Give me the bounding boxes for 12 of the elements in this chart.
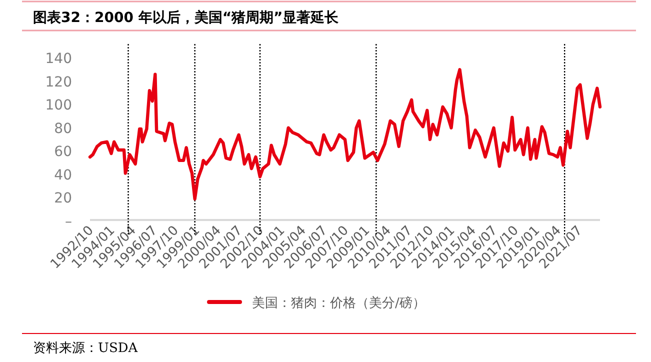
- y-tick-label: 40: [54, 167, 72, 184]
- y-tick-label: 60: [54, 144, 72, 160]
- legend-label: 美国：猪肉：价格（美分/磅）: [252, 295, 426, 311]
- y-tick-label: 120: [45, 74, 72, 90]
- chart-title: 图表32：2000 年以后，美国“猪周期”显著延长: [33, 9, 340, 26]
- y-tick-label: 140: [45, 51, 72, 67]
- y-tick-label: 20: [54, 190, 72, 207]
- text: 资料来源：USDA: [33, 341, 138, 356]
- y-tick-label: 80: [54, 120, 72, 137]
- line-series: [88, 68, 602, 200]
- y-tick-label: –: [65, 214, 72, 230]
- y-tick-label: 100: [45, 98, 72, 114]
